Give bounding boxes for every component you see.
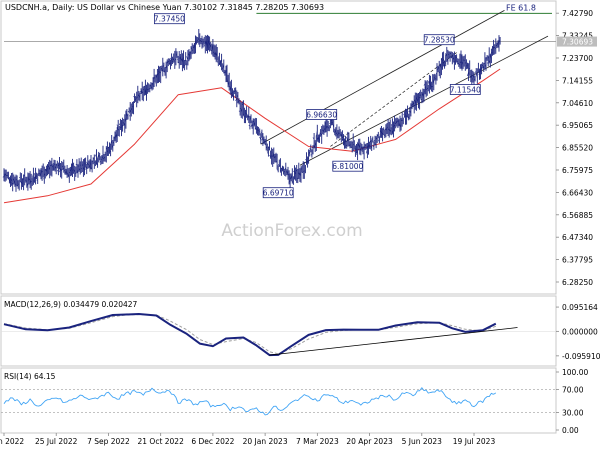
rsi-axis-label: 100.00 — [562, 368, 588, 377]
price-axis-label: 6.85520 — [562, 144, 593, 153]
x-axis-label: 6 Dec 2022 — [191, 437, 234, 446]
x-axis-label: 20 Apr 2023 — [346, 437, 393, 446]
macd-title: MACD(12,26,9) 0.034479 0.020427 — [4, 300, 138, 309]
price-panel-frame — [1, 1, 556, 294]
price-axis-label: 7.04610 — [562, 99, 593, 108]
chart-header: USDCNH.a, Daily: US Dollar vs Chinese Yu… — [5, 3, 324, 12]
price-axis-label: 6.28250 — [562, 278, 593, 287]
x-axis-label: 5 Jun 2023 — [402, 437, 443, 446]
price-axis-label: 6.37795 — [562, 256, 593, 265]
macd-axis-label: -0.095910 — [562, 352, 600, 361]
price-axis-label: 6.66430 — [562, 188, 593, 197]
x-axis-label: 7 Sep 2022 — [87, 437, 130, 446]
price-axis-label: 6.95065 — [562, 121, 593, 130]
macd-axis-label: 0.095164 — [562, 303, 598, 312]
price-label-text: 6.69710 — [263, 189, 294, 198]
price-axis-label: 6.75975 — [562, 166, 593, 175]
price-axis-label: 7.14155 — [562, 76, 593, 85]
price-axis-label: 7.42790 — [562, 9, 593, 18]
price-label-text: 7.37450 — [154, 15, 185, 24]
price-axis-label: 6.56885 — [562, 211, 593, 220]
price-label-text: 6.96630 — [306, 111, 337, 120]
fe-label: FE 61.8 — [506, 3, 536, 12]
rsi-axis-label: 30.00 — [562, 409, 584, 418]
price-axis-label: 6.47340 — [562, 233, 593, 242]
macd-axis-label: 0.000000 — [562, 327, 598, 336]
x-axis-label: 21 Oct 2022 — [137, 437, 184, 446]
current-price-label: 7.30693 — [562, 38, 593, 47]
x-axis-label: 7 Mar 2023 — [296, 437, 339, 446]
price-label-text: 7.11540 — [450, 86, 481, 95]
watermark: ActionForex.com — [221, 221, 362, 241]
rsi-axis-label: 0.00 — [562, 426, 579, 435]
x-axis-label: 25 Jul 2022 — [35, 437, 78, 446]
price-label-text: 6.81000 — [332, 162, 363, 171]
rsi-axis-label: 70.00 — [562, 385, 584, 394]
rsi-title: RSI(14) 64.15 — [4, 372, 56, 381]
x-axis-label: 20 Jan 2023 — [243, 437, 288, 446]
rsi-panel-frame — [1, 368, 556, 433]
x-axis-label: 9 Jun 2022 — [0, 437, 24, 446]
price-axis-label: 7.23700 — [562, 54, 593, 63]
x-axis-label: 19 Jul 2023 — [453, 437, 496, 446]
price-label-text: 7.28530 — [424, 36, 455, 45]
